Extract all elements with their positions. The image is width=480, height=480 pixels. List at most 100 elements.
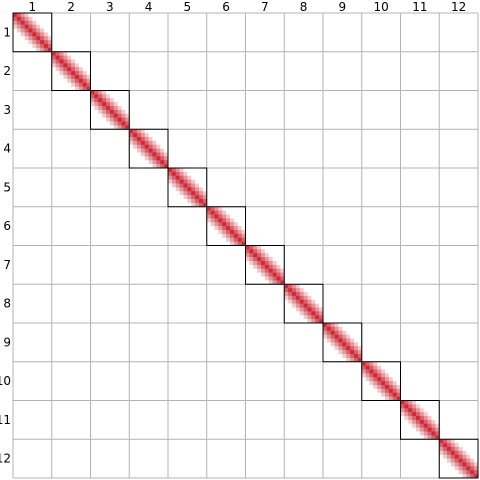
heatmap-cell bbox=[369, 392, 374, 397]
heatmap-cell bbox=[435, 412, 440, 417]
heatmap-cell bbox=[334, 334, 339, 339]
heatmap-cell bbox=[307, 299, 312, 304]
heatmap-cell bbox=[315, 292, 320, 297]
heatmap-cell bbox=[272, 249, 277, 254]
heatmap-cell bbox=[416, 408, 421, 413]
heatmap-cell bbox=[299, 319, 304, 324]
heatmap-cell bbox=[168, 179, 173, 184]
heatmap-cell bbox=[51, 78, 56, 84]
heatmap-cell bbox=[257, 249, 262, 254]
heatmap-cell bbox=[354, 354, 359, 359]
heatmap-cell bbox=[307, 295, 312, 301]
heatmap-cell bbox=[226, 226, 231, 231]
heatmap-cell bbox=[230, 237, 235, 242]
heatmap-cell bbox=[51, 51, 56, 56]
heatmap-cell bbox=[28, 32, 33, 37]
heatmap-cell bbox=[113, 113, 118, 118]
heatmap-cell bbox=[454, 466, 459, 471]
heatmap-cell bbox=[152, 156, 157, 161]
heatmap-cell bbox=[361, 381, 366, 386]
heatmap-cell bbox=[214, 233, 219, 239]
heatmap-cell bbox=[187, 183, 192, 188]
heatmap-cell bbox=[121, 90, 126, 95]
heatmap-cell bbox=[284, 299, 289, 304]
heatmap-cell bbox=[55, 55, 60, 60]
heatmap-cell bbox=[450, 466, 456, 471]
heatmap-cell bbox=[385, 381, 390, 386]
heatmap-cell bbox=[400, 435, 405, 440]
heatmap-cell bbox=[357, 326, 363, 332]
heatmap-cell bbox=[59, 82, 64, 87]
heatmap-cell bbox=[133, 160, 138, 165]
heatmap-cell bbox=[450, 470, 456, 475]
heatmap-cell bbox=[102, 106, 107, 111]
heatmap-cell bbox=[78, 71, 84, 76]
heatmap-cell bbox=[381, 377, 386, 382]
heatmap-cell bbox=[233, 214, 239, 219]
heatmap-cell bbox=[257, 268, 262, 273]
x-tick-label: 10 bbox=[373, 0, 388, 14]
heatmap-cell bbox=[71, 55, 76, 60]
heatmap-cell bbox=[13, 13, 18, 18]
heatmap-cell bbox=[226, 206, 231, 211]
heatmap-cell bbox=[113, 102, 118, 107]
heatmap-cell bbox=[226, 241, 231, 246]
heatmap-cell bbox=[458, 450, 463, 456]
heatmap-cell bbox=[160, 129, 165, 134]
heatmap-cell bbox=[86, 86, 91, 91]
heatmap-cell bbox=[462, 458, 467, 463]
heatmap-cell bbox=[121, 109, 126, 115]
heatmap-cell bbox=[16, 32, 22, 37]
heatmap-cell bbox=[148, 137, 153, 142]
heatmap-cell bbox=[222, 237, 227, 242]
heatmap-cell bbox=[474, 447, 479, 452]
heatmap-cell bbox=[268, 257, 273, 262]
heatmap-cell bbox=[443, 474, 448, 479]
heatmap-cell bbox=[458, 470, 463, 475]
heatmap-cell bbox=[319, 319, 324, 324]
heatmap-cell bbox=[67, 67, 72, 72]
heatmap-cell bbox=[187, 187, 192, 192]
heatmap-cell bbox=[295, 311, 301, 316]
heatmap-cell bbox=[470, 454, 475, 459]
heatmap-cell bbox=[214, 226, 219, 231]
heatmap-cell bbox=[36, 16, 41, 22]
heatmap-cell bbox=[365, 361, 370, 366]
heatmap-cell bbox=[55, 82, 60, 87]
heatmap-cell bbox=[210, 226, 215, 231]
heatmap-cell bbox=[338, 357, 343, 363]
heatmap-cell bbox=[67, 78, 72, 84]
heatmap-cell bbox=[51, 86, 56, 91]
heatmap-cell bbox=[179, 183, 184, 188]
heatmap-cell bbox=[63, 67, 68, 72]
heatmap-cell bbox=[470, 462, 475, 467]
heatmap-cell bbox=[148, 144, 153, 149]
heatmap-cell bbox=[191, 202, 196, 208]
heatmap-cell bbox=[400, 431, 405, 436]
heatmap-cell bbox=[137, 152, 142, 157]
heatmap-cell bbox=[381, 373, 386, 378]
heatmap-cell bbox=[427, 431, 432, 436]
heatmap-cell bbox=[354, 326, 359, 332]
heatmap-cell bbox=[439, 439, 444, 444]
heatmap-cell bbox=[365, 377, 370, 382]
heatmap-cell bbox=[276, 257, 281, 262]
heatmap-cell bbox=[156, 152, 161, 157]
heatmap-cell bbox=[171, 175, 177, 180]
heatmap-cell bbox=[365, 369, 370, 374]
heatmap-cell bbox=[381, 361, 386, 366]
heatmap-cell bbox=[187, 202, 192, 208]
heatmap-cell bbox=[102, 109, 107, 115]
heatmap-cell bbox=[40, 44, 45, 49]
heatmap-cell bbox=[90, 117, 95, 122]
heatmap-cell bbox=[71, 86, 76, 91]
heatmap-cell bbox=[44, 16, 49, 22]
heatmap-cell bbox=[392, 381, 397, 386]
heatmap-cell bbox=[311, 307, 316, 312]
heatmap-cell bbox=[94, 90, 99, 95]
heatmap-cell bbox=[423, 400, 428, 405]
heatmap-cell bbox=[400, 423, 405, 428]
heatmap-cell bbox=[24, 28, 29, 33]
heatmap-cell bbox=[20, 32, 25, 37]
heatmap-cell bbox=[94, 102, 99, 107]
